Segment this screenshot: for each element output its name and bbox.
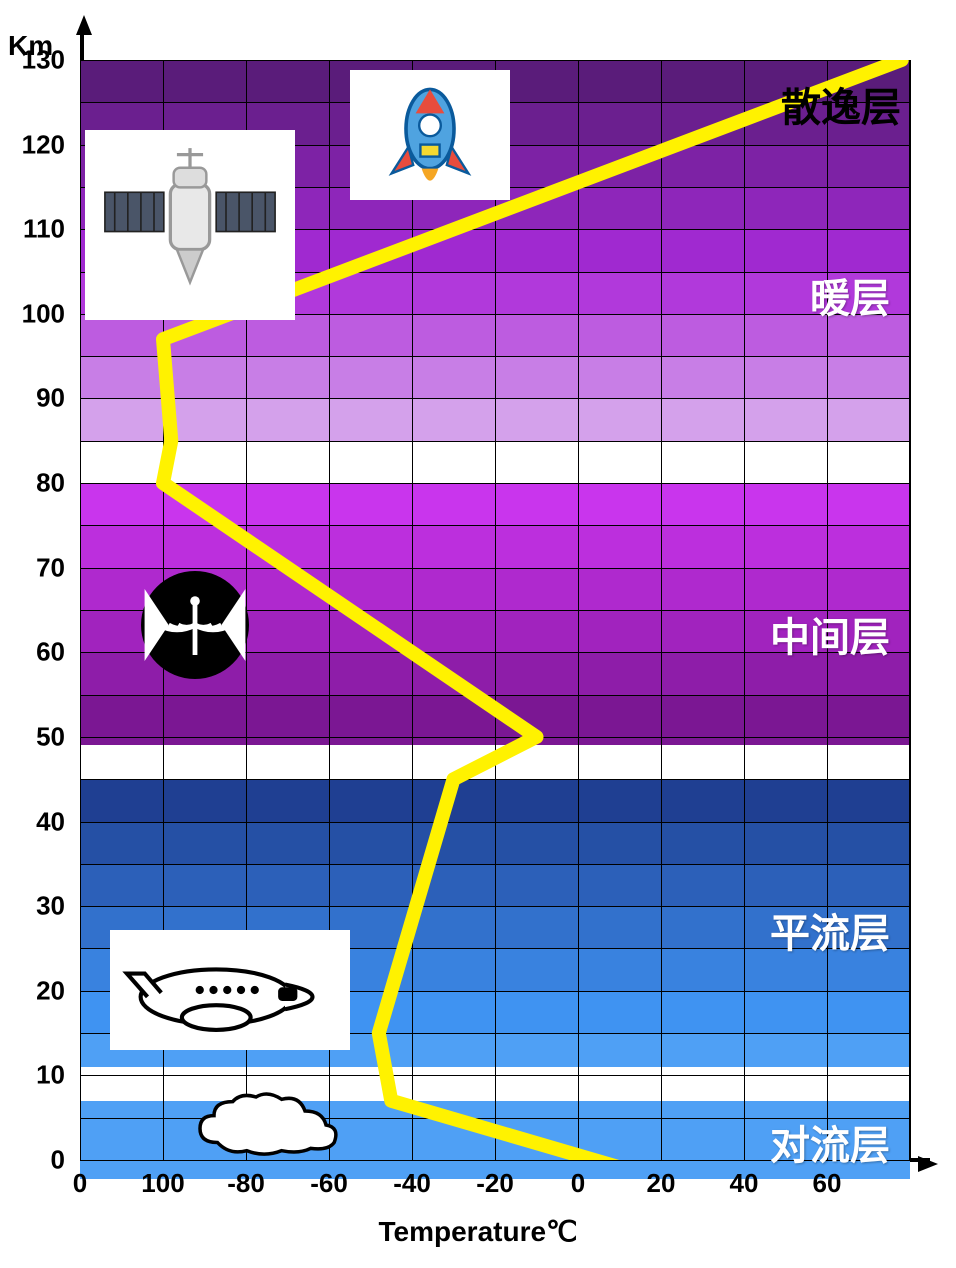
x-axis-title: Temperature℃ [379,1215,578,1248]
x-tick-label: -80 [227,1168,265,1199]
x-tick-label: 100 [141,1168,184,1199]
x-tick-label: 0 [73,1168,87,1199]
y-tick-label: 90 [36,383,65,414]
rocket-icon [350,70,510,200]
grid-line-horizontal [80,483,910,484]
grid-line-horizontal [80,779,910,780]
grid-line-horizontal [80,356,910,357]
grid-line-horizontal [80,1075,910,1076]
layer-label-troposphere: 对流层 [770,1113,890,1171]
y-axis-arrow-icon [76,15,92,35]
cloud-icon [170,1085,370,1165]
x-tick-label: 60 [813,1168,842,1199]
layer-label-stratosphere: 平流层 [770,901,890,959]
airplane-icon [110,930,350,1050]
y-tick-label: 80 [36,468,65,499]
grid-line-horizontal [80,525,910,526]
y-tick-label: 120 [22,129,65,160]
layer-label-thermosphere: 暖层 [810,266,890,324]
x-tick-label: 0 [571,1168,585,1199]
satellite-icon [85,130,295,320]
atmosphere-chart: Km Temperature℃ 暖层中间层平流层对流层 010203040506… [0,0,956,1268]
grid-line-horizontal [80,398,910,399]
grid-line-horizontal [80,864,910,865]
x-tick-label: -60 [310,1168,348,1199]
radio-tower-icon [130,560,260,690]
y-tick-label: 10 [36,1060,65,1091]
layer-label-mesosphere: 中间层 [770,605,890,663]
y-tick-label: 130 [22,45,65,76]
plot-area: 暖层中间层平流层对流层 0102030405060708090100110120… [80,60,910,1160]
y-tick-label: 60 [36,637,65,668]
y-tick-label: 0 [51,1145,65,1176]
grid-line-horizontal [80,695,910,696]
y-tick-label: 70 [36,552,65,583]
y-tick-label: 50 [36,721,65,752]
layer-label-exosphere: 散逸层 [781,75,901,133]
grid-line-horizontal [80,441,910,442]
x-tick-label: -20 [476,1168,514,1199]
x-tick-label: -40 [393,1168,431,1199]
y-tick-label: 20 [36,975,65,1006]
grid-line-horizontal [80,60,910,61]
y-tick-label: 100 [22,298,65,329]
x-axis-arrow-icon [918,1156,938,1172]
grid-line-horizontal [80,822,910,823]
grid-line-horizontal [80,737,910,738]
y-tick-label: 40 [36,806,65,837]
y-tick-label: 30 [36,891,65,922]
x-tick-label: 40 [730,1168,759,1199]
x-tick-label: 20 [647,1168,676,1199]
y-tick-label: 110 [23,214,65,245]
